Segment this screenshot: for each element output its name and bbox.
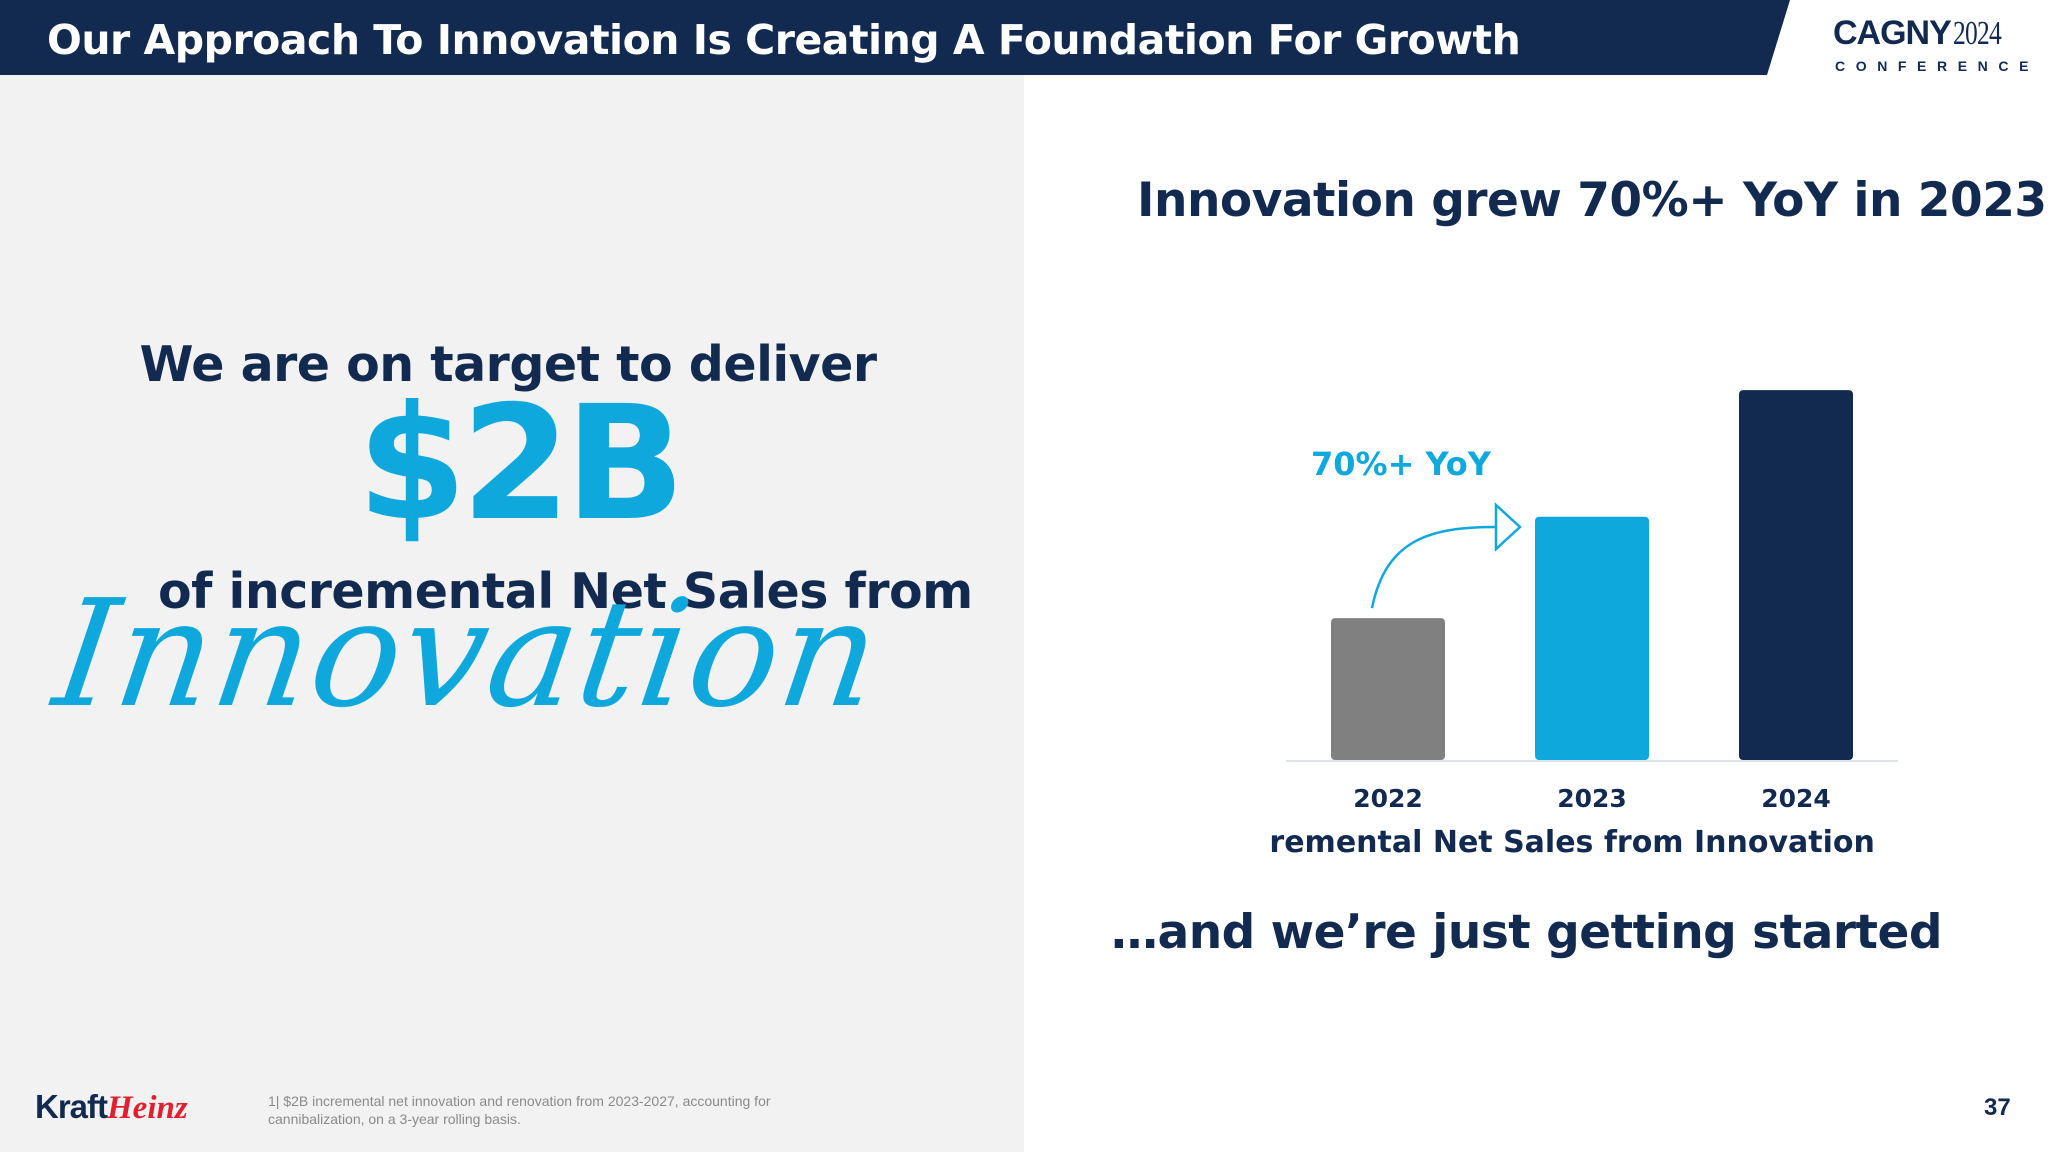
cagny-logo-subtitle: CONFERENCE [1835, 58, 2040, 74]
cagny-logo-year: 2024 [1952, 15, 2002, 52]
yoy-arrow-curve [1370, 525, 1497, 609]
slide-title: Our Approach To Innovation Is Creating A… [47, 16, 1521, 64]
closing-statement: …and we’re just getting started [1111, 905, 1942, 960]
footnote: 1| $2B incremental net innovation and re… [268, 1093, 771, 1127]
page-number: 37 [1984, 1094, 2011, 1121]
cagny-logo: CAGNY2024 CONFERENCE [1833, 14, 2028, 80]
yoy-arrow-head [1494, 502, 1522, 552]
big-value: $2B [357, 372, 685, 556]
script-word-innovation: Innovation [45, 568, 891, 740]
x-axis-title: Incremental Net Sales from Innovation [1270, 825, 1875, 860]
cagny-logo-wordmark: CAGNY2024 [1833, 14, 2017, 53]
bar-2024 [1739, 390, 1853, 760]
x-tick-label-2022: 2022 [1353, 784, 1423, 813]
left-panel [0, 75, 1024, 1152]
header-bar [0, 0, 1790, 75]
incremental-statement: of incremental Net Sales from [158, 563, 973, 620]
target-statement: We are on target to deliver [139, 336, 877, 393]
bar-chart: 2022 2023 2024 Incremental Net Sales from I… [1270, 390, 1898, 860]
x-tick-label-2024: 2024 [1761, 784, 1831, 813]
cagny-logo-name: CAGNY [1833, 14, 1952, 52]
x-tick-label-2023: 2023 [1557, 784, 1627, 813]
chart-headline: Innovation grew 70%+ YoY in 2023… [1137, 173, 2048, 228]
bar-2022 [1331, 618, 1445, 760]
brand-kraft: Kraft [35, 1088, 108, 1125]
kraft-heinz-logo: KraftHeinz [35, 1088, 188, 1127]
bar-2023 [1535, 516, 1649, 760]
yoy-annotation-label: 70%+ YoY [1311, 445, 1492, 483]
brand-heinz: Heinz [107, 1090, 188, 1126]
big-value-footnote-mark: 1 [643, 410, 665, 446]
